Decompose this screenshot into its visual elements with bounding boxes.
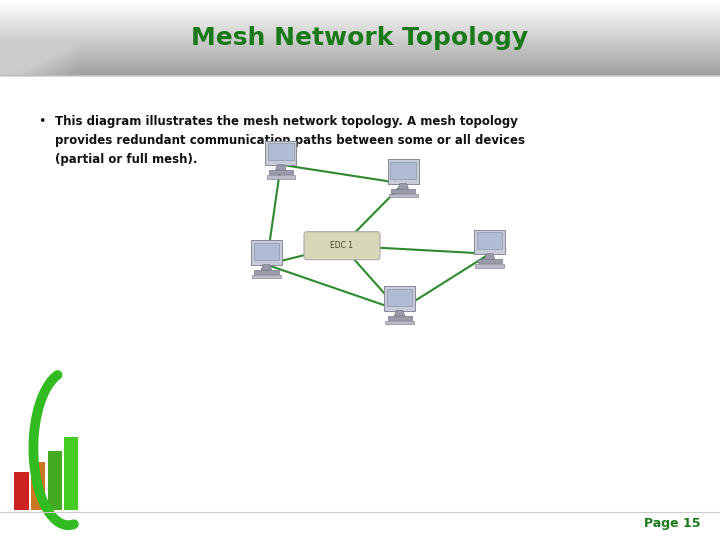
Polygon shape — [276, 165, 286, 170]
FancyBboxPatch shape — [387, 316, 412, 320]
Bar — [0, 0, 46, 75]
Text: EDC 1: EDC 1 — [330, 241, 354, 250]
Bar — [0, 0, 48, 75]
FancyBboxPatch shape — [269, 170, 293, 174]
FancyBboxPatch shape — [304, 232, 380, 260]
Bar — [0, 0, 38, 75]
Bar — [0, 0, 60, 75]
FancyBboxPatch shape — [477, 259, 502, 264]
Text: This diagram illustrates the mesh network topology. A mesh topology: This diagram illustrates the mesh networ… — [55, 115, 518, 128]
Bar — [0, 0, 8, 75]
Bar — [0, 0, 6, 75]
Bar — [0, 0, 27, 75]
Polygon shape — [395, 310, 405, 316]
Bar — [0, 0, 37, 75]
FancyBboxPatch shape — [254, 270, 279, 274]
Bar — [0, 0, 72, 75]
FancyBboxPatch shape — [384, 286, 415, 310]
Bar — [0, 0, 43, 75]
FancyBboxPatch shape — [31, 462, 45, 510]
Bar — [0, 0, 53, 75]
Bar — [0, 0, 16, 75]
Bar — [0, 0, 17, 75]
FancyBboxPatch shape — [252, 275, 281, 279]
FancyBboxPatch shape — [389, 194, 418, 198]
Bar — [0, 0, 58, 75]
Text: provides redundant communication paths between some or all devices: provides redundant communication paths b… — [55, 134, 525, 147]
Bar — [0, 0, 73, 75]
Text: Page 15: Page 15 — [644, 517, 700, 530]
Bar — [0, 0, 40, 75]
Bar — [0, 0, 29, 75]
FancyBboxPatch shape — [64, 437, 78, 510]
Bar — [0, 0, 66, 75]
Bar — [0, 0, 21, 75]
Bar — [0, 0, 50, 75]
Bar — [0, 0, 32, 75]
Polygon shape — [485, 254, 495, 259]
FancyBboxPatch shape — [266, 176, 295, 179]
Bar — [0, 0, 22, 75]
Bar — [0, 0, 71, 75]
Bar — [0, 0, 64, 75]
Text: •: • — [38, 115, 45, 128]
Bar — [0, 0, 3, 75]
Bar — [0, 0, 77, 75]
FancyBboxPatch shape — [48, 451, 62, 510]
FancyBboxPatch shape — [475, 265, 504, 268]
Bar — [0, 0, 51, 75]
FancyBboxPatch shape — [14, 472, 29, 510]
Bar — [0, 0, 75, 75]
Bar — [0, 0, 34, 75]
Bar — [0, 0, 19, 75]
Text: (partial or full mesh).: (partial or full mesh). — [55, 153, 197, 166]
FancyBboxPatch shape — [474, 230, 505, 254]
Bar — [0, 0, 35, 75]
Bar — [0, 0, 5, 75]
FancyBboxPatch shape — [477, 232, 503, 249]
Bar — [0, 0, 1, 75]
Bar — [0, 0, 63, 75]
Bar — [0, 0, 80, 75]
Bar — [0, 0, 30, 75]
Bar — [0, 0, 26, 75]
Bar — [0, 0, 42, 75]
Bar — [0, 0, 56, 75]
Bar — [0, 0, 13, 75]
Polygon shape — [261, 265, 271, 270]
FancyBboxPatch shape — [253, 243, 279, 260]
FancyBboxPatch shape — [387, 289, 413, 306]
Bar — [0, 0, 14, 75]
FancyBboxPatch shape — [385, 321, 414, 325]
Polygon shape — [398, 184, 408, 189]
Bar — [0, 0, 69, 75]
Bar — [0, 0, 59, 75]
Bar — [0, 0, 67, 75]
FancyBboxPatch shape — [390, 162, 416, 179]
FancyBboxPatch shape — [388, 159, 418, 184]
Bar — [0, 0, 9, 75]
Bar — [0, 0, 55, 75]
FancyBboxPatch shape — [268, 143, 294, 160]
FancyBboxPatch shape — [391, 189, 415, 193]
Bar — [0, 0, 78, 75]
Text: Mesh Network Topology: Mesh Network Topology — [192, 26, 528, 50]
Bar — [0, 0, 45, 75]
Bar — [0, 0, 24, 75]
Bar — [0, 0, 12, 75]
FancyBboxPatch shape — [251, 240, 282, 265]
FancyBboxPatch shape — [266, 140, 296, 165]
